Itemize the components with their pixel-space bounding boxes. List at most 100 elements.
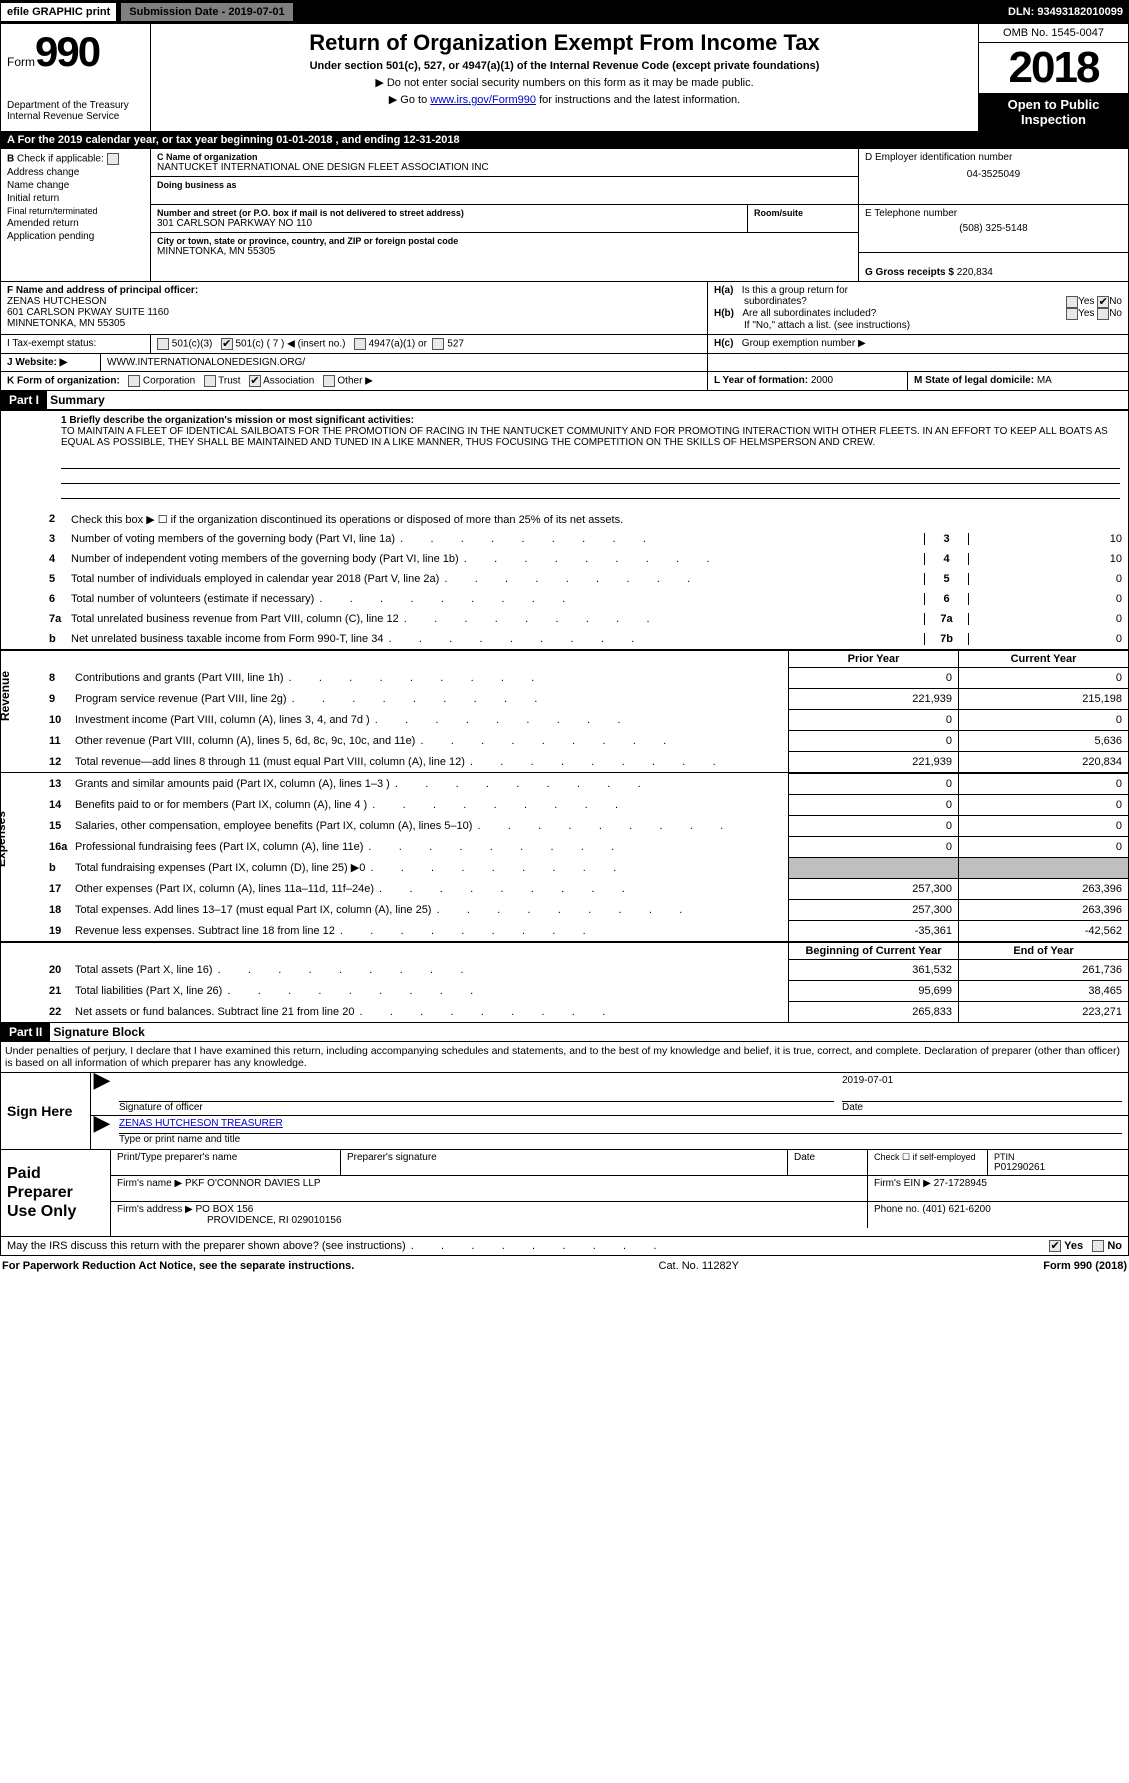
fin-line: 22Net assets or fund balances. Subtract … bbox=[45, 1001, 1128, 1022]
check-if-applicable: Check if applicable: bbox=[17, 154, 104, 165]
chk-assoc[interactable] bbox=[249, 375, 261, 387]
firm-ein: 27-1728945 bbox=[934, 1178, 987, 1189]
fin-line: 19Revenue less expenses. Subtract line 1… bbox=[45, 920, 1128, 941]
fin-line: 13Grants and similar amounts paid (Part … bbox=[45, 773, 1128, 794]
vlabel-revenue: Revenue bbox=[0, 701, 12, 721]
l-label: L Year of formation: bbox=[714, 375, 808, 386]
ha-no-checkbox[interactable] bbox=[1097, 296, 1109, 308]
phone-value: (508) 325-5148 bbox=[865, 223, 1122, 234]
dept: Department of the Treasury bbox=[7, 100, 144, 111]
part2-title: Signature Block bbox=[53, 1025, 144, 1039]
irs-yes: Yes bbox=[1064, 1240, 1083, 1252]
firm-addr2: PROVIDENCE, RI 029010156 bbox=[117, 1215, 342, 1226]
chk-trust[interactable] bbox=[204, 375, 216, 387]
netassets-section: Net Assets or Fund Balances Beginning of… bbox=[1, 941, 1128, 1022]
gov-line: 4Number of independent voting members of… bbox=[45, 549, 1128, 569]
governance-section: Activities & Governance 1 Briefly descri… bbox=[1, 410, 1128, 649]
addr-value: 301 CARLSON PARKWAY NO 110 bbox=[157, 218, 741, 229]
ein-value: 04-3525049 bbox=[865, 169, 1122, 180]
sig-line[interactable] bbox=[119, 1086, 834, 1102]
checkbox-icon[interactable] bbox=[107, 153, 119, 165]
fin-line: 12Total revenue—add lines 8 through 11 (… bbox=[45, 751, 1128, 772]
paid-preparer-label: Paid Preparer Use Only bbox=[1, 1150, 111, 1236]
q1-label: 1 Briefly describe the organization's mi… bbox=[61, 415, 1120, 426]
firm-ein-label: Firm's EIN ▶ bbox=[874, 1178, 931, 1189]
city-label: City or town, state or province, country… bbox=[157, 236, 852, 246]
form-header: Form990 Department of the Treasury Inter… bbox=[0, 24, 1129, 132]
dln: DLN: 93493182010099 bbox=[1008, 6, 1129, 18]
phone-label: E Telephone number bbox=[865, 208, 1122, 219]
irs-discuss-q: May the IRS discuss this return with the… bbox=[7, 1240, 658, 1252]
subtitle-3: ▶ Go to www.irs.gov/Form990 for instruct… bbox=[157, 93, 972, 106]
omb-number: OMB No. 1545-0047 bbox=[979, 24, 1128, 43]
irs-link[interactable]: www.irs.gov/Form990 bbox=[430, 94, 536, 106]
officer-sig-name[interactable]: ZENAS HUTCHESON TREASURER bbox=[119, 1118, 283, 1129]
submission-date: Submission Date - 2019-07-01 bbox=[121, 3, 292, 21]
footer-right-pre: Form bbox=[1043, 1260, 1074, 1272]
open-public-2: Inspection bbox=[983, 112, 1124, 127]
sign-here-label: Sign Here bbox=[1, 1073, 91, 1149]
fin-line: 17Other expenses (Part IX, column (A), l… bbox=[45, 878, 1128, 899]
firm-addr-label: Firm's address ▶ bbox=[117, 1204, 193, 1215]
chk-final: Final return/terminated bbox=[7, 206, 144, 216]
chk-corp[interactable] bbox=[128, 375, 140, 387]
fin-line: 20Total assets (Part X, line 16)361,5322… bbox=[45, 959, 1128, 980]
column-b: B Check if applicable: Address change Na… bbox=[1, 149, 151, 281]
ptin-value: P01290261 bbox=[994, 1162, 1122, 1173]
chk-address: Address change bbox=[7, 167, 144, 178]
col-b-hdr: B bbox=[7, 154, 14, 165]
gov-line: 7aTotal unrelated business revenue from … bbox=[45, 609, 1128, 629]
prep-name-label: Print/Type preparer's name bbox=[111, 1150, 341, 1175]
gross-label: G Gross receipts $ bbox=[865, 267, 954, 278]
irs-yes-checkbox[interactable] bbox=[1049, 1240, 1061, 1252]
form-title: Return of Organization Exempt From Incom… bbox=[157, 30, 972, 56]
col-current: Current Year bbox=[958, 651, 1128, 667]
chk-527[interactable] bbox=[432, 338, 444, 350]
col-beginning: Beginning of Current Year bbox=[788, 943, 958, 959]
opt-501c3: 501(c)(3) bbox=[172, 339, 213, 350]
yes-label2: Yes bbox=[1078, 308, 1094, 320]
sig-date: 2019-07-01 bbox=[842, 1075, 1122, 1086]
date-line[interactable] bbox=[842, 1086, 1122, 1102]
chk-501c[interactable] bbox=[221, 338, 233, 350]
fin-line: bTotal fundraising expenses (Part IX, co… bbox=[45, 857, 1128, 878]
addr-label: Number and street (or P.O. box if mail i… bbox=[157, 208, 741, 218]
ha-yes-checkbox[interactable] bbox=[1066, 296, 1078, 308]
chk-501c3[interactable] bbox=[157, 338, 169, 350]
officer-addr2: MINNETONKA, MN 55305 bbox=[7, 318, 701, 329]
opt-527: 527 bbox=[447, 339, 464, 350]
fin-line: 16aProfessional fundraising fees (Part I… bbox=[45, 836, 1128, 857]
irs-no-checkbox[interactable] bbox=[1092, 1240, 1104, 1252]
officer-name: ZENAS HUTCHESON bbox=[7, 296, 701, 307]
gov-line: 6Total number of volunteers (estimate if… bbox=[45, 589, 1128, 609]
fin-line: 9Program service revenue (Part VIII, lin… bbox=[45, 688, 1128, 709]
subtitle-1: Under section 501(c), 527, or 4947(a)(1)… bbox=[157, 60, 972, 72]
opt-other: Other ▶ bbox=[337, 376, 372, 387]
no-label: No bbox=[1109, 296, 1122, 308]
no-label2: No bbox=[1109, 308, 1122, 320]
gov-line: bNet unrelated business taxable income f… bbox=[45, 629, 1128, 649]
hb-no-checkbox[interactable] bbox=[1097, 308, 1109, 320]
firm-name: PKF O'CONNOR DAVIES LLP bbox=[185, 1178, 321, 1189]
officer-label: F Name and address of principal officer: bbox=[7, 285, 701, 296]
open-public-1: Open to Public bbox=[983, 97, 1124, 112]
officer-addr1: 601 CARLSON PKWAY SUITE 1160 bbox=[7, 307, 701, 318]
self-employed-label: Check ☐ if self-employed bbox=[868, 1150, 988, 1175]
chk-4947[interactable] bbox=[354, 338, 366, 350]
tax-year: 2018 bbox=[979, 43, 1128, 93]
ha-text2: subordinates? bbox=[714, 296, 1066, 308]
penalty-text: Under penalties of perjury, I declare th… bbox=[0, 1042, 1129, 1073]
chk-other[interactable] bbox=[323, 375, 335, 387]
tax-status-row: I Tax-exempt status: 501(c)(3) 501(c) ( … bbox=[0, 335, 1129, 354]
row-a-calendar: A For the 2019 calendar year, or tax yea… bbox=[0, 132, 1129, 149]
revenue-section: Revenue Prior Year Current Year 8Contrib… bbox=[1, 649, 1128, 772]
hb-yes-checkbox[interactable] bbox=[1066, 308, 1078, 320]
form-number: 990 bbox=[35, 28, 99, 75]
expenses-section: Expenses 13Grants and similar amounts pa… bbox=[1, 772, 1128, 941]
ha-text: Is this a group return for bbox=[742, 285, 848, 296]
part2-badge: Part II bbox=[1, 1023, 50, 1041]
website-label: J Website: ▶ bbox=[1, 354, 101, 371]
part1-title: Summary bbox=[50, 393, 105, 407]
chk-pending: Application pending bbox=[7, 231, 144, 242]
website-value: WWW.INTERNATIONALONEDESIGN.ORG/ bbox=[101, 354, 708, 371]
